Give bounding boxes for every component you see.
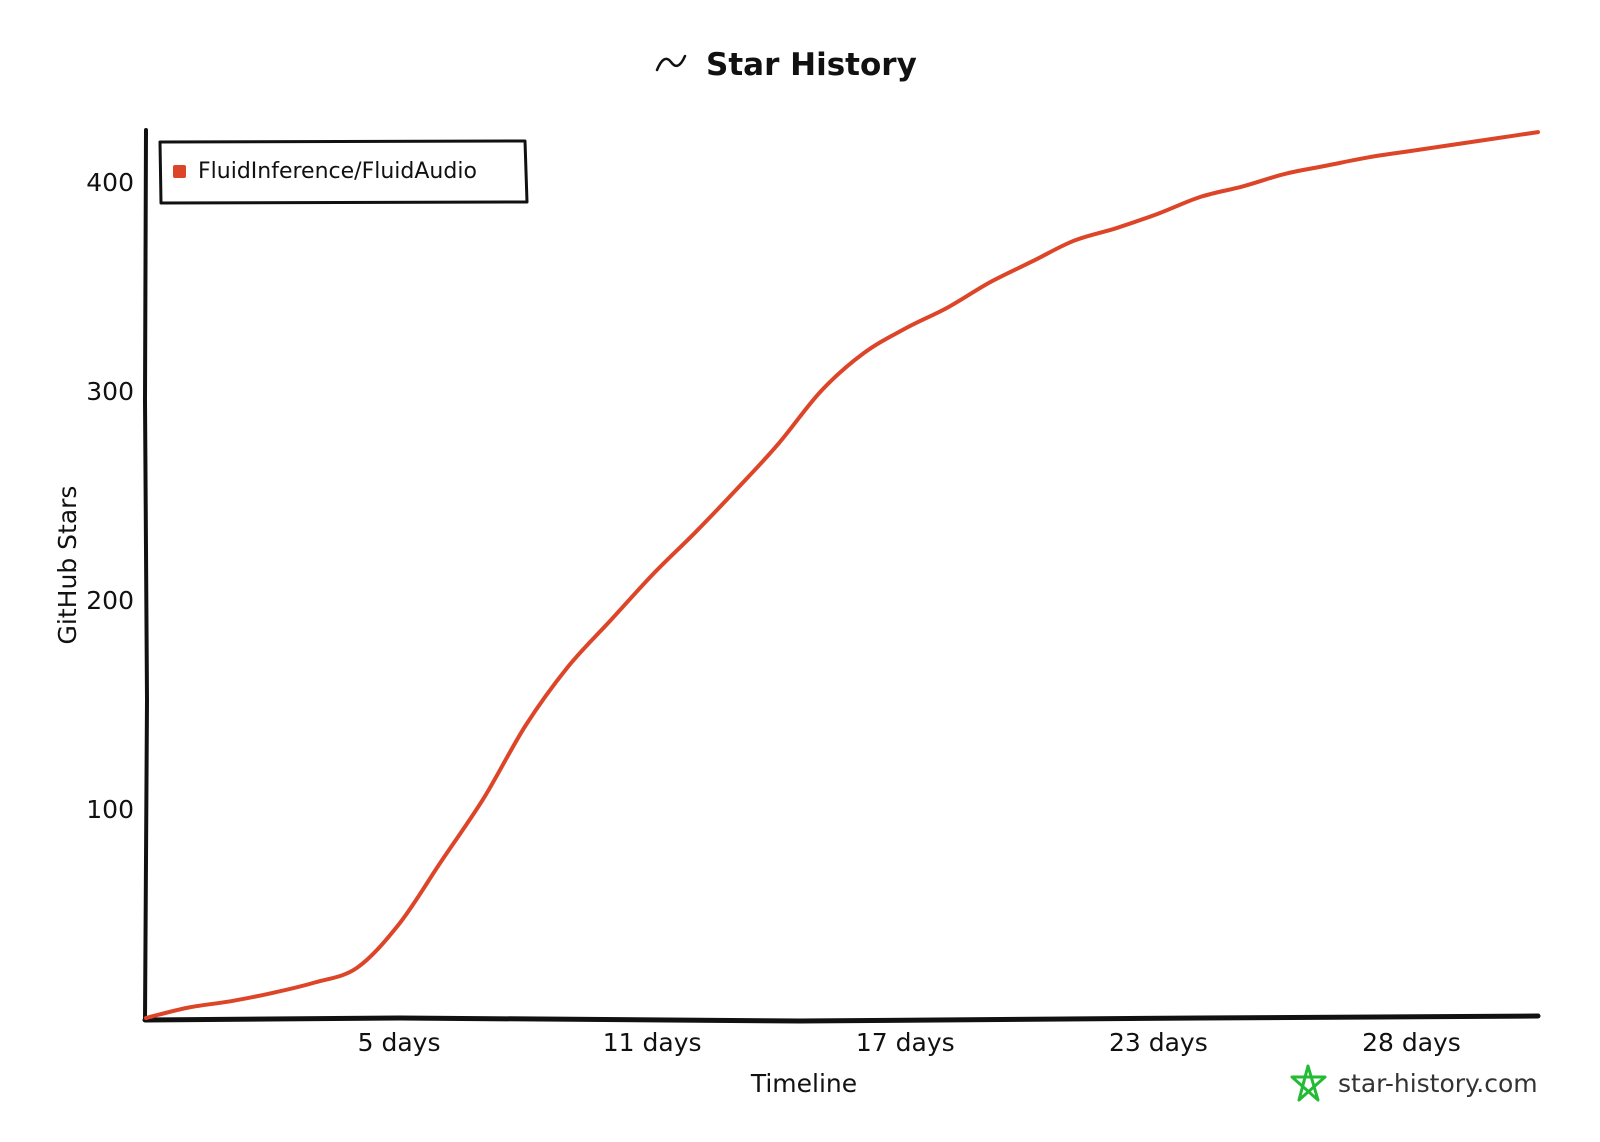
legend-box <box>158 139 529 205</box>
x-tick-label: 11 days <box>603 1028 702 1057</box>
series-line-0 <box>144 130 1540 1020</box>
y-tick-label: 300 <box>86 377 134 406</box>
y-axis-line <box>142 128 150 1022</box>
star-history-logo-icon <box>1290 1064 1327 1102</box>
chart-title-group: Star History <box>655 47 917 83</box>
x-axis-ticks: 5 days 11 days 17 days 23 days 28 days <box>358 1028 1461 1057</box>
y-tick-label: 200 <box>86 586 134 615</box>
x-tick-label: 5 days <box>358 1028 441 1057</box>
legend-swatch <box>173 165 186 178</box>
x-axis-title: Timeline <box>750 1069 857 1098</box>
x-axis-line <box>142 1013 1541 1024</box>
y-axis-ticks: 100 200 300 400 <box>86 168 134 824</box>
watermark: star-history.com <box>1290 1064 1538 1102</box>
series-group <box>144 130 1540 1020</box>
watermark-text: star-history.com <box>1338 1069 1538 1098</box>
x-tick-label: 28 days <box>1362 1028 1461 1057</box>
x-tick-label: 17 days <box>856 1028 955 1057</box>
y-tick-label: 100 <box>86 795 134 824</box>
y-tick-label: 400 <box>86 168 134 197</box>
legend: FluidInference/FluidAudio <box>158 139 529 205</box>
chart-title: Star History <box>706 47 917 83</box>
legend-label: FluidInference/FluidAudio <box>198 159 477 184</box>
y-axis-title: GitHub Stars <box>53 486 82 645</box>
x-tick-label: 23 days <box>1109 1028 1208 1057</box>
title-wave-icon <box>655 54 687 72</box>
